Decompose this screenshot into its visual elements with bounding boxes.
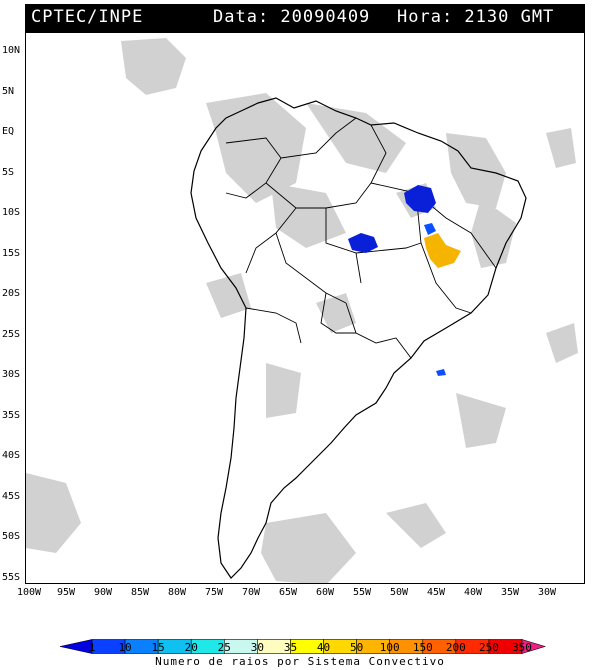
colorbar bbox=[59, 639, 547, 654]
colorbar-tick-label: 15 bbox=[151, 641, 165, 654]
lightning-cluster bbox=[424, 223, 436, 235]
lat-tick-label: 10S bbox=[2, 207, 21, 218]
lat-tick-label: 45S bbox=[2, 491, 21, 502]
lat-tick-label: 30S bbox=[2, 369, 21, 380]
lightning-cluster bbox=[348, 233, 378, 253]
lat-tick-label: 25S bbox=[2, 329, 21, 340]
lon-tick-label: 80W bbox=[167, 587, 187, 598]
colorbar-tick-label: 200 bbox=[445, 641, 466, 654]
south-america-map bbox=[26, 38, 578, 583]
lon-tick-label: 85W bbox=[130, 587, 150, 598]
colorbar-tick-label: 30 bbox=[250, 641, 264, 654]
time-label: Hora: 2130 GMT bbox=[397, 7, 555, 27]
map-header: CPTEC/INPE Data: 20090409 Hora: 2130 GMT bbox=[25, 4, 585, 32]
lightning-clusters bbox=[348, 185, 461, 376]
colorbar-tick-label: 250 bbox=[478, 641, 499, 654]
lon-tick-label: 60W bbox=[315, 587, 335, 598]
lon-tick-label: 75W bbox=[204, 587, 224, 598]
colorbar-tick-label: 150 bbox=[412, 641, 433, 654]
lon-tick-label: 95W bbox=[56, 587, 76, 598]
lat-tick-label: 10N bbox=[2, 45, 21, 56]
lon-tick-label: 40W bbox=[463, 587, 483, 598]
colorbar-tick-label: 50 bbox=[349, 641, 364, 654]
map-area bbox=[25, 32, 585, 584]
colorbar-caption: Numero de raios por Sistema Convectivo bbox=[155, 655, 445, 668]
lon-tick-label: 30W bbox=[537, 587, 557, 598]
colorbar-tick-label: 350 bbox=[512, 641, 532, 654]
lon-tick-label: 55W bbox=[352, 587, 372, 598]
cloud-cover bbox=[26, 38, 578, 583]
lat-tick-label: 5N bbox=[2, 86, 15, 97]
lon-tick-label: 100W bbox=[16, 587, 42, 598]
source-label: CPTEC/INPE bbox=[31, 7, 144, 27]
colorbar-segment bbox=[521, 639, 547, 654]
lon-tick-label: 70W bbox=[241, 587, 261, 598]
lightning-cluster bbox=[436, 369, 446, 376]
lon-tick-label: 45W bbox=[426, 587, 446, 598]
lat-tick-label: 55S bbox=[2, 572, 21, 583]
colorbar-tick-label: 40 bbox=[316, 641, 331, 654]
colorbar-tick-label: 20 bbox=[184, 641, 198, 654]
country-borders bbox=[225, 117, 497, 359]
lat-tick-label: EQ bbox=[2, 126, 15, 137]
lon-tick-label: 35W bbox=[500, 587, 520, 598]
lat-tick-label: 35S bbox=[2, 410, 21, 421]
colorbar-tick-label: 25 bbox=[217, 641, 231, 654]
lon-tick-label: 90W bbox=[93, 587, 113, 598]
colorbar-tick-label: 100 bbox=[379, 641, 400, 654]
lightning-cluster bbox=[424, 233, 461, 268]
lat-tick-label: 40S bbox=[2, 450, 21, 461]
lon-tick-label: 65W bbox=[278, 587, 298, 598]
date-label: Data: 20090409 bbox=[213, 7, 371, 27]
colorbar-tick-label: 10 bbox=[118, 641, 132, 654]
lon-tick-label: 50W bbox=[389, 587, 409, 598]
lat-tick-label: 15S bbox=[2, 248, 21, 259]
lat-tick-label: 50S bbox=[2, 531, 21, 542]
lightning-cluster bbox=[404, 185, 436, 213]
lat-tick-label: 5S bbox=[2, 167, 15, 178]
colorbar-tick-label: 35 bbox=[283, 641, 298, 654]
colorbar-segment bbox=[59, 639, 93, 654]
colorbar-tick-label: 1 bbox=[88, 641, 96, 654]
lat-tick-label: 20S bbox=[2, 288, 21, 299]
continent-outline bbox=[190, 97, 527, 579]
